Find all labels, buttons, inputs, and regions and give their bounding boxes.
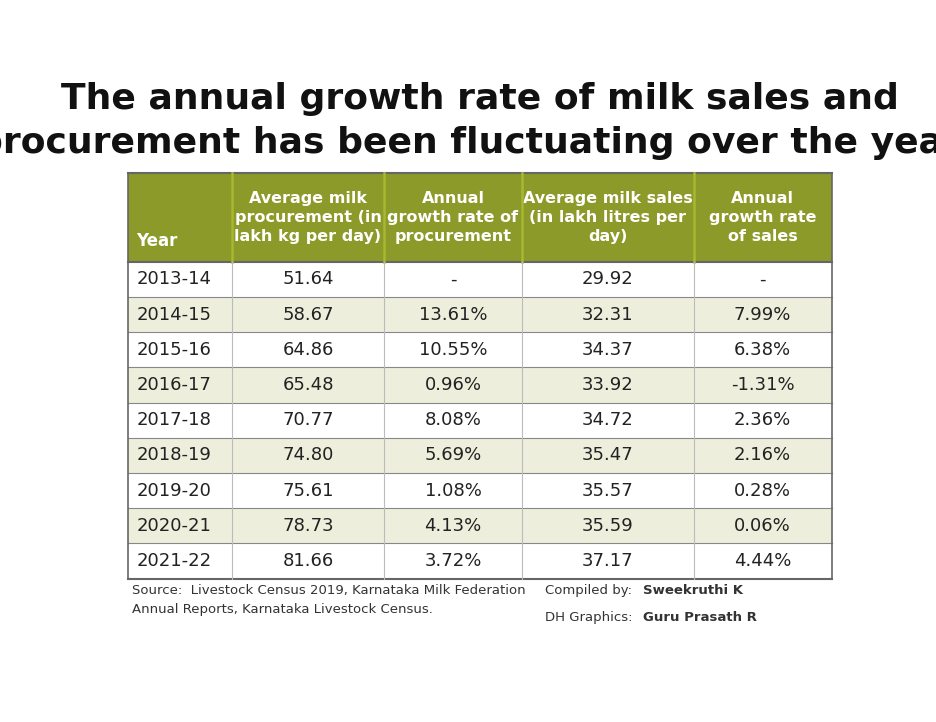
Text: DH Graphics:: DH Graphics: [545, 611, 636, 624]
Text: Guru Prasath R: Guru Prasath R [643, 611, 757, 624]
Text: 64.86: 64.86 [283, 341, 334, 359]
Bar [128, 403, 831, 438]
Text: -: - [759, 270, 766, 288]
Bar [128, 262, 831, 297]
Text: 2014-15: 2014-15 [137, 305, 212, 323]
Text: 2017-18: 2017-18 [137, 412, 212, 429]
Text: 2.16%: 2.16% [734, 446, 791, 464]
Text: 13.61%: 13.61% [418, 305, 488, 323]
Text: 6.38%: 6.38% [734, 341, 791, 359]
Text: 78.73: 78.73 [282, 517, 334, 535]
Bar [128, 297, 831, 332]
Text: Year: Year [137, 232, 178, 250]
Text: Sweekruthi K: Sweekruthi K [643, 584, 743, 597]
Text: 3.72%: 3.72% [424, 552, 482, 570]
Text: Source:  Livestock Census 2019, Karnataka Milk Federation
Annual Reports, Karnat: Source: Livestock Census 2019, Karnataka… [131, 584, 525, 616]
Text: 2015-16: 2015-16 [137, 341, 212, 359]
Text: 32.31: 32.31 [582, 305, 634, 323]
Text: 74.80: 74.80 [283, 446, 334, 464]
Text: 37.17: 37.17 [582, 552, 634, 570]
Text: 8.08%: 8.08% [425, 412, 481, 429]
Text: 2021-22: 2021-22 [137, 552, 212, 570]
Text: 2013-14: 2013-14 [137, 270, 212, 288]
Text: Compiled by:: Compiled by: [545, 584, 636, 597]
Text: 65.48: 65.48 [283, 376, 334, 394]
Bar [128, 367, 831, 403]
Text: procurement has been fluctuating over the years: procurement has been fluctuating over th… [0, 126, 936, 160]
Text: 35.57: 35.57 [582, 482, 634, 500]
Text: 4.44%: 4.44% [734, 552, 791, 570]
Text: 35.59: 35.59 [582, 517, 634, 535]
Text: 0.06%: 0.06% [734, 517, 791, 535]
Text: 35.47: 35.47 [582, 446, 634, 464]
Text: 75.61: 75.61 [283, 482, 334, 500]
Text: 2016-17: 2016-17 [137, 376, 212, 394]
Text: 2020-21: 2020-21 [137, 517, 212, 535]
Text: 51.64: 51.64 [283, 270, 334, 288]
Text: 0.96%: 0.96% [424, 376, 481, 394]
Bar [128, 473, 831, 508]
Text: 2018-19: 2018-19 [137, 446, 212, 464]
Text: 2019-20: 2019-20 [137, 482, 212, 500]
Bar [128, 544, 831, 578]
Text: 58.67: 58.67 [283, 305, 334, 323]
Bar [128, 332, 831, 367]
Text: 5.69%: 5.69% [424, 446, 482, 464]
Bar [128, 438, 831, 473]
Text: Annual
growth rate of
procurement: Annual growth rate of procurement [388, 191, 519, 244]
Bar [128, 508, 831, 544]
Text: 2.36%: 2.36% [734, 412, 791, 429]
Text: 10.55%: 10.55% [418, 341, 488, 359]
Text: 81.66: 81.66 [283, 552, 333, 570]
Text: 4.13%: 4.13% [424, 517, 482, 535]
Text: The annual growth rate of milk sales and: The annual growth rate of milk sales and [61, 82, 899, 116]
Text: 70.77: 70.77 [283, 412, 334, 429]
Text: -1.31%: -1.31% [731, 376, 795, 394]
Text: -: - [449, 270, 456, 288]
Text: 29.92: 29.92 [582, 270, 634, 288]
Text: 7.99%: 7.99% [734, 305, 791, 323]
Text: 0.28%: 0.28% [734, 482, 791, 500]
Text: 34.72: 34.72 [582, 412, 634, 429]
Text: Average milk sales
(in lakh litres per
day): Average milk sales (in lakh litres per d… [523, 191, 693, 244]
Text: 34.37: 34.37 [582, 341, 634, 359]
Text: Annual
growth rate
of sales: Annual growth rate of sales [709, 191, 816, 244]
Text: 33.92: 33.92 [582, 376, 634, 394]
Bar [128, 173, 831, 262]
Text: 1.08%: 1.08% [425, 482, 481, 500]
Text: Average milk
procurement (in
lakh kg per day): Average milk procurement (in lakh kg per… [234, 191, 382, 244]
